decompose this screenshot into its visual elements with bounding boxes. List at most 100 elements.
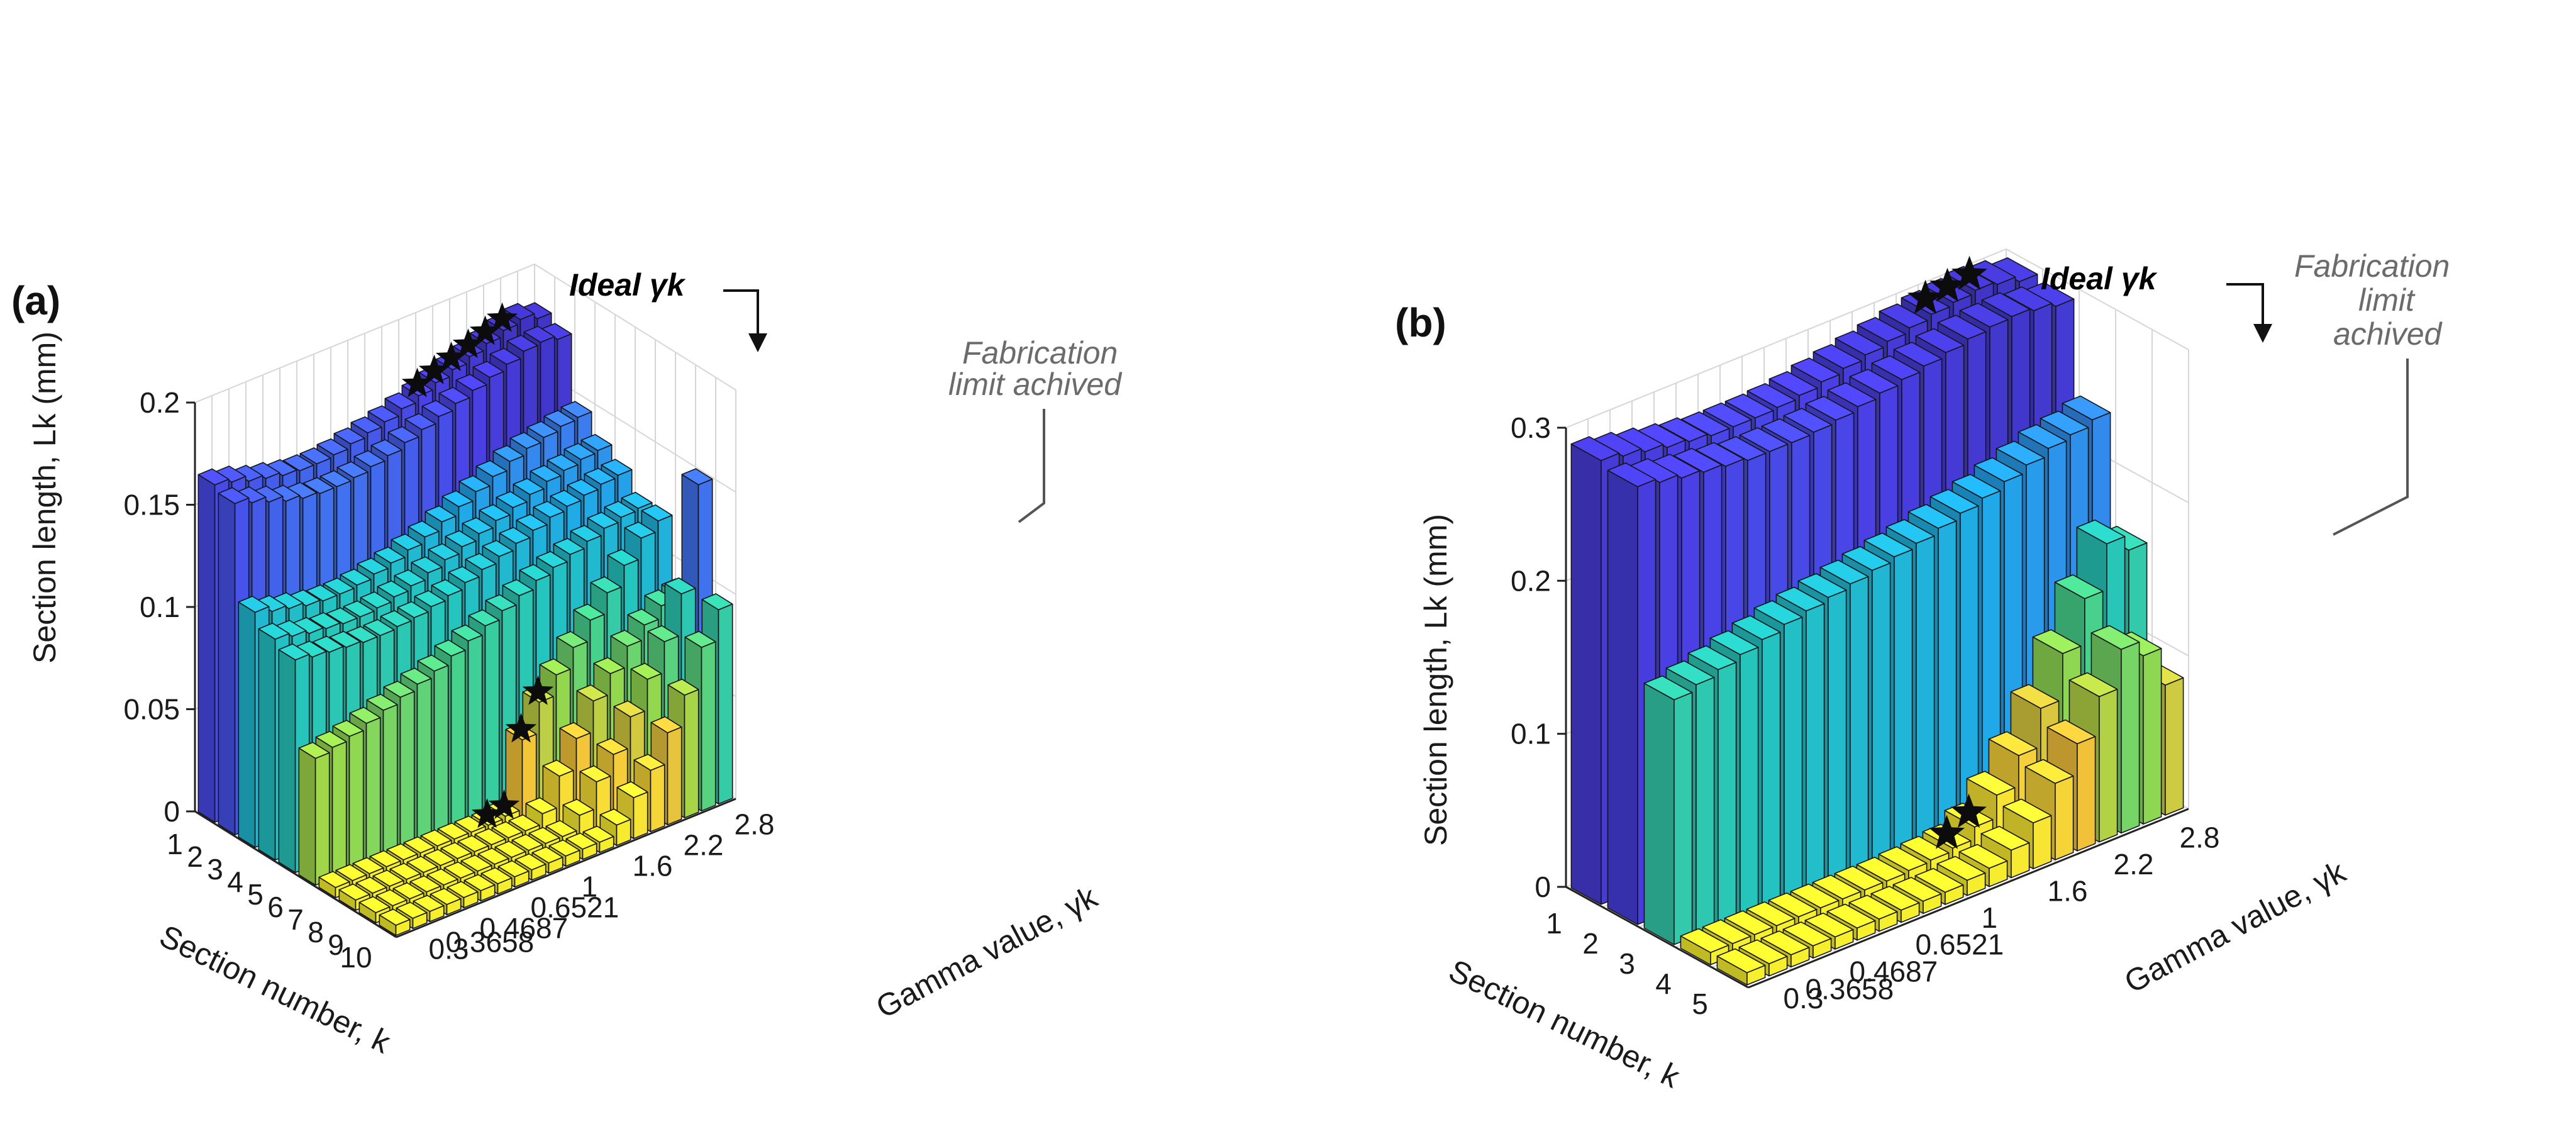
bar-top-face: [1804, 912, 1854, 938]
section-axis-line: [194, 810, 397, 938]
bar-top-face: [604, 501, 636, 518]
bar-top-face: [1775, 586, 1825, 612]
gamma-tick-label: 0.6521: [531, 891, 619, 924]
bar-top-face: [1717, 436, 1767, 461]
chart-panel-a: 00.050.10.150.21 2 3 4 5 6 7 8 9102.82.21.610.65…: [11, 263, 1123, 1060]
bar-top-face: [282, 454, 314, 472]
bar-top-face: [519, 564, 551, 581]
bar-top-face: [457, 835, 489, 852]
bar-top-face: [1760, 930, 1810, 955]
bar-top-face: [462, 517, 494, 535]
bar-top-face: [2046, 719, 2096, 745]
section-tick-label: 9: [328, 928, 344, 961]
ideal-gamma-star: [435, 342, 467, 371]
bar-top-face: [464, 874, 496, 891]
bar-top-face: [1570, 436, 1620, 462]
bar-side-face: [1570, 443, 1602, 905]
bar-front-face: [2077, 736, 2096, 852]
bar-side-face: [1643, 682, 1675, 945]
bar-top-face: [1680, 411, 1730, 437]
section-tick-label: 6: [267, 891, 284, 923]
bar-top-face: [1812, 874, 1862, 899]
bar-top-face: [258, 622, 290, 640]
bar-top-face: [621, 491, 653, 509]
bar-top-face: [396, 901, 428, 919]
bar-top-face: [374, 546, 406, 564]
bar-top-face: [647, 625, 679, 643]
bar-top-face: [536, 550, 568, 569]
bar-top-face: [1849, 369, 1899, 394]
bar-top-face: [1915, 328, 1965, 353]
bar-top-face: [434, 639, 466, 657]
z-tick-label: 0.2: [140, 386, 180, 419]
bar-top-face: [448, 565, 480, 584]
gamma-tick-label: 1.6: [633, 850, 673, 882]
gamma-tick-label: 0.3: [1784, 982, 1824, 1015]
bar-front-face: [1894, 548, 1913, 856]
bar-top-face: [1738, 939, 1788, 964]
bar-top-face: [516, 513, 548, 531]
gamma-tick-label: 0.4687: [1850, 955, 1938, 988]
bar-top-face: [1761, 418, 1811, 443]
bar-top-face: [404, 413, 436, 430]
bar-front-face: [1828, 589, 1847, 883]
gamma-tick-label: 2.8: [2180, 821, 2220, 854]
bar-top-face: [525, 797, 557, 815]
bar-top-face: [513, 477, 545, 496]
bar-top-face: [480, 867, 513, 884]
z-tick-label: 0.1: [140, 591, 180, 623]
bar-top-face: [1658, 417, 1708, 442]
bar-top-face: [312, 635, 344, 653]
panel-a-stars: [401, 302, 554, 828]
bar-front-face: [348, 730, 364, 872]
bar-top-face: [530, 465, 562, 482]
bar-top-face: [509, 431, 541, 449]
bar-top-face: [1936, 855, 1986, 881]
bar-top-face: [610, 630, 642, 647]
bar-top-face: [1716, 948, 1766, 974]
bar-top-face: [650, 716, 682, 733]
bar-top-face: [593, 657, 625, 674]
bar-top-face: [472, 360, 504, 378]
z-tick-label: 0: [164, 795, 180, 828]
bar-top-face: [428, 543, 460, 560]
bar-top-face: [352, 857, 384, 874]
bar-top-face: [1739, 427, 1789, 452]
panel-b-ideal-label: Ideal γk: [2041, 261, 2158, 296]
bar-top-face: [1856, 857, 1906, 882]
bar-front-face: [1806, 603, 1825, 892]
panel-a-fabrication-line2: limit achived: [948, 367, 1123, 402]
bar-top-face: [616, 781, 648, 798]
bar-top-face: [533, 501, 565, 518]
bar-front-face: [484, 620, 500, 816]
bar-front-face: [633, 791, 648, 839]
bar-top-face: [408, 520, 440, 538]
section-tick-label: 7: [287, 903, 304, 936]
bar-top-face: [318, 871, 350, 888]
bar-top-face: [613, 700, 645, 718]
bar-front-face: [2165, 677, 2184, 816]
bar-top-face: [1826, 903, 1876, 929]
bar-front-face: [331, 741, 347, 879]
bar-front-face: [1784, 616, 1803, 901]
bar-top-face: [1702, 919, 1752, 944]
bar-top-face: [627, 608, 659, 626]
bar-side-face: [197, 474, 216, 823]
panel-a-fabrication-line1: Fabrication: [962, 335, 1118, 370]
bar-top-face: [316, 438, 348, 456]
bar-top-face: [564, 443, 596, 460]
bar-top-face: [1879, 303, 1928, 329]
ideal-gamma-star: [418, 354, 450, 384]
bar-top-face: [366, 694, 398, 711]
bar-top-face: [319, 470, 352, 487]
bar-top-face: [584, 467, 616, 485]
fabrication-limit-star: [1951, 793, 1987, 828]
bar-top-face: [543, 409, 575, 427]
section-tick-label: 3: [1619, 947, 1635, 980]
bar-side-face: [278, 649, 296, 873]
bar-top-face: [309, 612, 341, 630]
fabrication-limit-star: [1929, 815, 1965, 849]
bar-top-face: [1871, 355, 1921, 381]
bar: [1643, 675, 1693, 945]
bar-top-face: [455, 374, 487, 391]
